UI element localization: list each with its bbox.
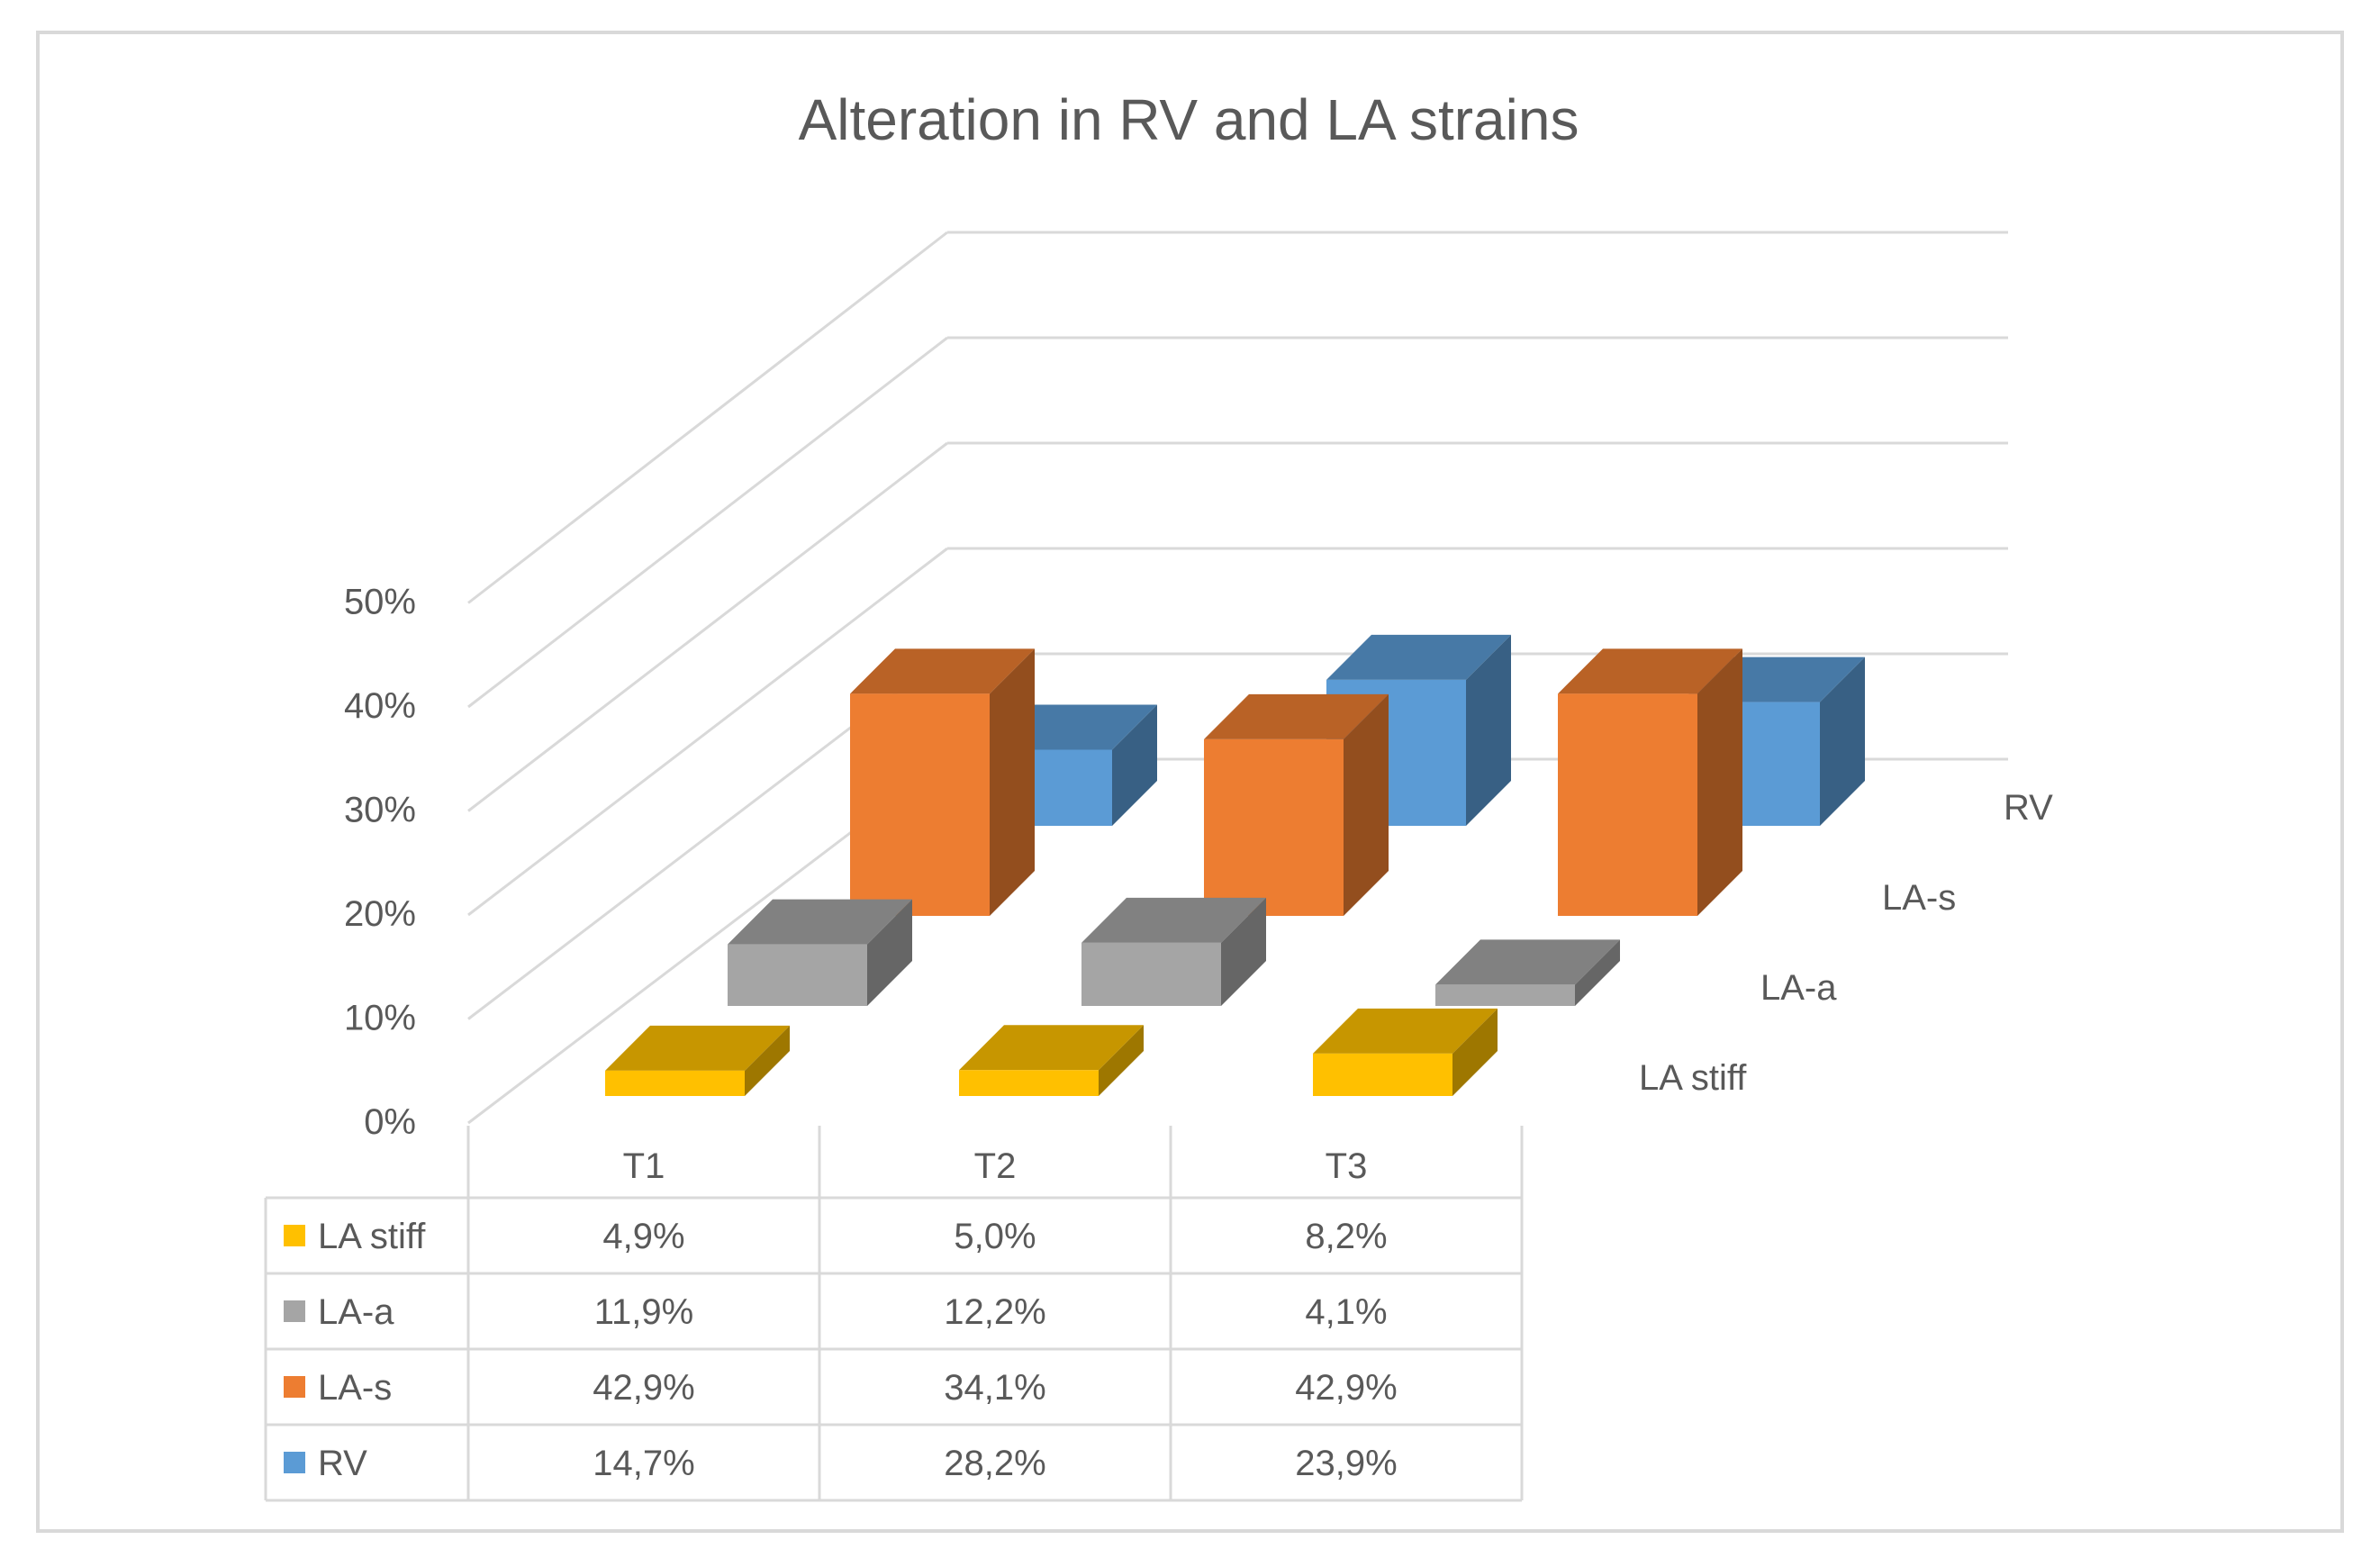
bar-front [850, 693, 990, 916]
bar-front [605, 1070, 745, 1096]
table-header-t3: T3 [1326, 1146, 1368, 1186]
legend-label: RV [318, 1444, 367, 1483]
bar-front [1558, 693, 1697, 916]
legend-label: LA stiff [318, 1217, 426, 1256]
depth-axis-label: RV [2004, 788, 2053, 828]
bar-side [1221, 897, 1266, 1006]
chart-frame [36, 31, 2344, 1533]
bar-side [1697, 648, 1742, 916]
depth-axis-label: LA-s [1882, 878, 1956, 918]
legend-label: LA-a [318, 1292, 394, 1332]
side-gridline [467, 336, 948, 709]
bar-top [1558, 648, 1742, 694]
bar-la-a-t3 [1435, 939, 1620, 1006]
bar-top [1313, 1008, 1498, 1054]
legend-key [284, 1300, 305, 1322]
bar-front [1081, 942, 1221, 1006]
bar-top [850, 648, 1035, 694]
legend-key [284, 1376, 305, 1398]
bar-la-stiff-t3 [1313, 1008, 1498, 1096]
table-cell: 42,9% [593, 1368, 694, 1408]
bar-side [1575, 939, 1620, 1006]
table-cell: 4,1% [1305, 1292, 1387, 1332]
bar-la-s-t1 [850, 648, 1035, 916]
table-cell: 5,0% [954, 1217, 1036, 1256]
bar-top [605, 1025, 790, 1071]
y-tick-label: 50% [344, 583, 416, 622]
y-tick-label: 40% [344, 686, 416, 726]
table-cell: 28,2% [944, 1444, 1045, 1483]
side-gridline [467, 231, 948, 604]
bar-side [1466, 634, 1511, 826]
table-header-t1: T1 [623, 1146, 665, 1186]
bar-side [1099, 1025, 1144, 1096]
bar-side [1344, 693, 1389, 916]
table-cell: 23,9% [1295, 1444, 1397, 1483]
table-cell: 42,9% [1295, 1368, 1397, 1408]
bar-top [1081, 897, 1266, 943]
bar-la-stiff-t1 [605, 1025, 790, 1096]
bar-side [745, 1025, 790, 1096]
bar-front [1435, 984, 1575, 1006]
side-gridline [467, 441, 948, 812]
depth-axis-label: LA stiff [1639, 1058, 1747, 1098]
y-tick-label: 0% [364, 1102, 416, 1142]
table-cell: 14,7% [593, 1444, 694, 1483]
bar-la-s-t3 [1558, 648, 1742, 916]
table-cell: 34,1% [944, 1368, 1045, 1408]
bar-top [1326, 634, 1511, 680]
legend-label: LA-s [318, 1368, 392, 1408]
bar-front [1204, 738, 1344, 916]
bars-layer [605, 634, 1865, 1096]
table-cell: 8,2% [1305, 1217, 1387, 1256]
y-tick-label: 30% [344, 791, 416, 830]
bar-la-a-t2 [1081, 897, 1266, 1006]
bar-side [1452, 1008, 1498, 1096]
chart-title: Alteration in RV and LA strains [799, 87, 1579, 152]
bar-la-stiff-t2 [959, 1025, 1144, 1096]
bar-top [1435, 939, 1620, 985]
bar-side [990, 648, 1035, 916]
data-table: T1 T2 T3 LA stiff 4,9% 5,0% 8,2% LA-a 11,9% 12,2%… [264, 1126, 1524, 1502]
legend-key [284, 1225, 305, 1246]
y-tick-label: 20% [344, 894, 416, 934]
y-tick-label: 10% [344, 999, 416, 1038]
bar-top [728, 899, 912, 945]
bar-la-s-t2 [1204, 693, 1389, 916]
bar-front [1313, 1053, 1452, 1096]
bar-side [867, 899, 912, 1006]
y-axis: 0% 10% 20% 30% 40% 50% [344, 583, 416, 1143]
table-cell: 12,2% [944, 1292, 1045, 1332]
table-header-t2: T2 [974, 1146, 1017, 1186]
bar-top [1204, 693, 1389, 739]
bar-side [1112, 704, 1157, 826]
bar-la-a-t1 [728, 899, 912, 1006]
bar-front [728, 944, 867, 1006]
bar-top [959, 1025, 1144, 1071]
table-cell: 11,9% [594, 1292, 693, 1332]
bar-front [959, 1070, 1099, 1096]
side-gridline [467, 547, 948, 917]
depth-axis-label: LA-a [1760, 968, 1837, 1008]
table-cell: 4,9% [602, 1217, 684, 1256]
bar-side [1820, 657, 1865, 826]
legend-key [284, 1452, 305, 1473]
depth-axis: LA stiff LA-a LA-s RV [1639, 788, 2053, 1098]
